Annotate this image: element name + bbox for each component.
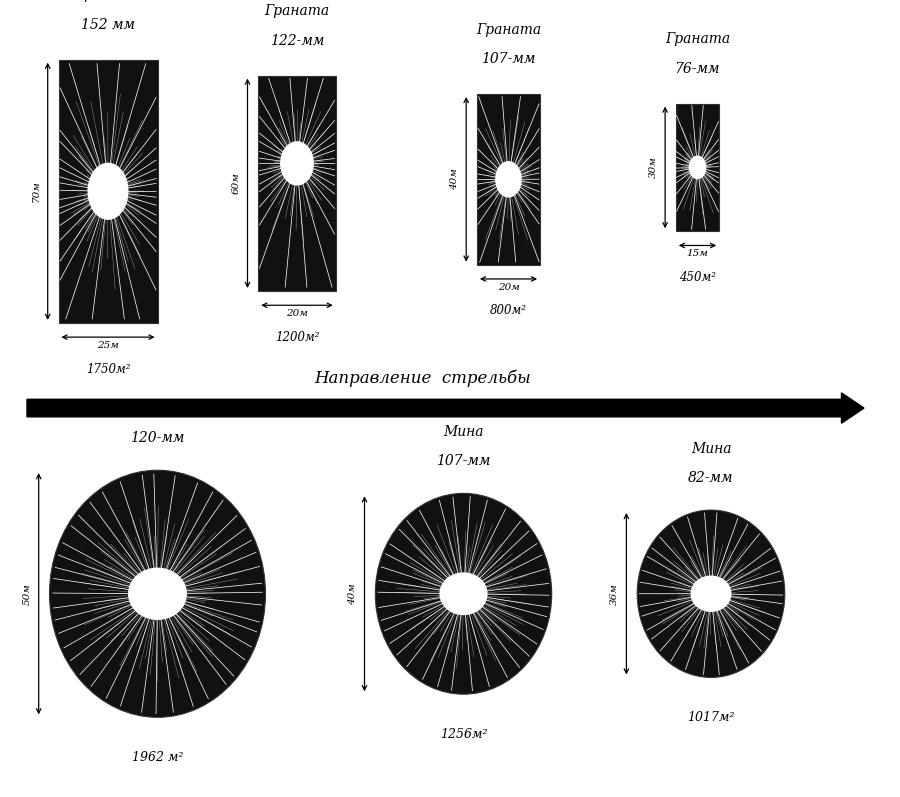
Ellipse shape <box>637 510 785 677</box>
Text: 152 мм: 152 мм <box>81 18 135 32</box>
Text: 107-мм: 107-мм <box>436 453 491 468</box>
Polygon shape <box>58 60 158 323</box>
Text: 76-мм: 76-мм <box>675 61 720 76</box>
Text: 40м: 40м <box>348 583 357 605</box>
Text: 50м: 50м <box>22 583 32 605</box>
Text: 20м: 20м <box>498 283 519 292</box>
Polygon shape <box>676 104 719 231</box>
Ellipse shape <box>129 568 186 619</box>
Text: 450м²: 450м² <box>679 271 716 284</box>
Text: 70м: 70м <box>32 180 40 202</box>
Text: Мина: Мина <box>137 402 178 416</box>
Polygon shape <box>58 60 158 323</box>
Ellipse shape <box>440 573 487 614</box>
Ellipse shape <box>50 470 266 717</box>
Polygon shape <box>258 76 336 291</box>
Text: 20м: 20м <box>286 309 308 318</box>
Text: 1200м²: 1200м² <box>274 331 320 344</box>
Text: 1256м²: 1256м² <box>440 728 487 740</box>
Ellipse shape <box>496 162 521 197</box>
Text: Мина: Мина <box>691 442 731 456</box>
Text: 82-мм: 82-мм <box>688 470 734 485</box>
Ellipse shape <box>691 576 731 611</box>
Text: 122-мм: 122-мм <box>270 33 324 48</box>
Text: 120-мм: 120-мм <box>130 430 184 445</box>
Text: 60м: 60м <box>231 172 240 194</box>
FancyArrow shape <box>27 393 864 423</box>
Text: Граната: Граната <box>665 32 730 46</box>
Text: 15м: 15м <box>687 249 708 258</box>
Text: 25м: 25м <box>97 341 119 350</box>
Text: 800м²: 800м² <box>490 304 527 317</box>
Ellipse shape <box>689 156 706 179</box>
Ellipse shape <box>375 493 552 694</box>
Ellipse shape <box>281 142 313 185</box>
Text: 30м: 30м <box>649 156 658 179</box>
Polygon shape <box>477 94 540 265</box>
Text: Граната: Граната <box>76 0 140 2</box>
Text: 1750м²: 1750м² <box>86 363 130 375</box>
Polygon shape <box>477 94 540 265</box>
Text: 36м: 36м <box>610 583 619 605</box>
Polygon shape <box>676 104 719 231</box>
Text: 1017м²: 1017м² <box>688 711 734 724</box>
Polygon shape <box>258 76 336 291</box>
Text: 1962 м²: 1962 м² <box>131 751 184 764</box>
Text: Граната: Граната <box>476 22 541 37</box>
Text: 107-мм: 107-мм <box>482 52 536 66</box>
Ellipse shape <box>88 163 128 219</box>
Text: Направление  стрельбы: Направление стрельбы <box>315 369 531 387</box>
Text: Мина: Мина <box>443 425 484 439</box>
Text: Граната: Граната <box>265 4 329 18</box>
Text: 40м: 40м <box>450 168 459 190</box>
